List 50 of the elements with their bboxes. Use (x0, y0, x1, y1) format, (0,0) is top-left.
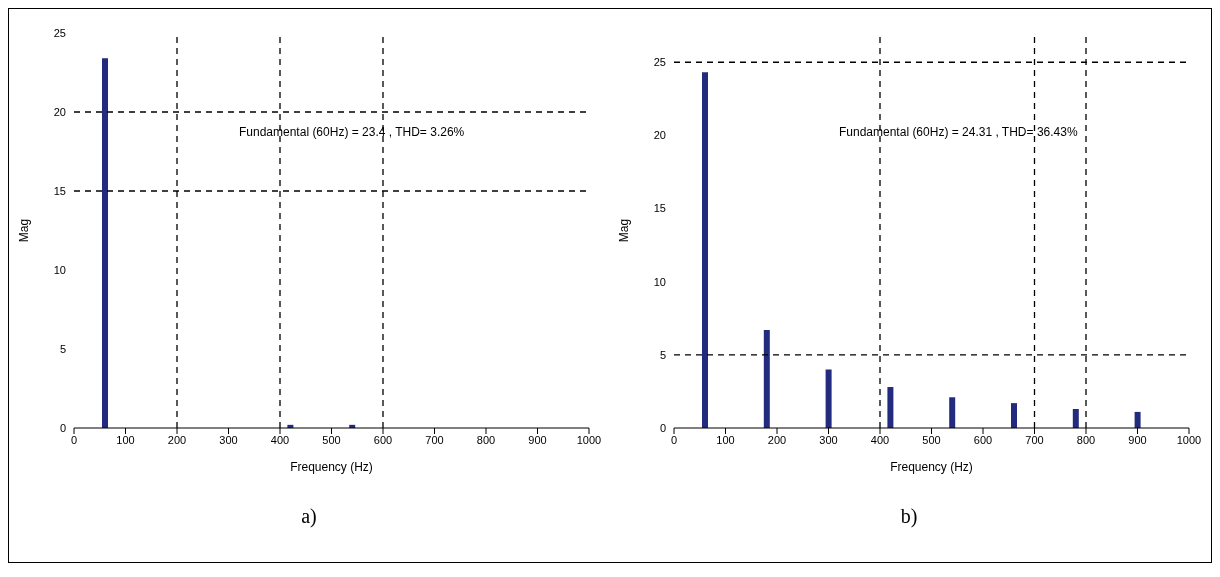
x-tick-label: 400 (270, 433, 290, 446)
x-tick-label: 900 (1128, 433, 1147, 446)
bar (1072, 408, 1079, 428)
y-tick-label: 5 (659, 348, 666, 361)
y-tick-label: 25 (53, 26, 66, 39)
y-tick-label: 10 (53, 263, 66, 276)
x-axis-title: Frequency (Hz) (290, 460, 373, 474)
x-tick-label: 400 (870, 433, 890, 446)
x-tick-label: 0 (70, 433, 78, 446)
y-tick-label: 25 (653, 56, 666, 69)
bar (763, 329, 770, 428)
text: a) (300, 505, 318, 528)
y-tick-label: 0 (59, 421, 66, 434)
bar (1011, 403, 1017, 428)
x-tick-label: 100 (116, 433, 135, 446)
bar (887, 387, 894, 428)
x-tick-label: 900 (528, 433, 547, 446)
bar (702, 72, 708, 428)
x-tick-label: 1000 (1176, 433, 1202, 446)
x-tick-label: 800 (1076, 433, 1096, 446)
y-tick-label: 10 (653, 275, 666, 288)
x-tick-label: 600 (373, 433, 393, 446)
annotation: Fundamental (60Hz) = 23.4 , THD= 3.26% (239, 125, 465, 139)
x-tick-label: 800 (476, 433, 496, 446)
y-axis-title: Mag (17, 218, 32, 243)
x-tick-label: 500 (922, 433, 941, 446)
x-tick-label: 200 (767, 433, 787, 446)
bar (1134, 411, 1141, 428)
x-tick-label: 1000 (576, 433, 602, 446)
x-tick-label: 200 (167, 433, 187, 446)
x-tick-label: 0 (670, 433, 678, 446)
x-tick-label: 100 (716, 433, 735, 446)
x-tick-label: 300 (219, 433, 238, 446)
x-tick-label: 500 (322, 433, 341, 446)
y-tick-label: 15 (653, 202, 666, 215)
annotation: Fundamental (60Hz) = 24.31 , THD= 36.43% (839, 125, 1078, 139)
y-tick-label: 5 (59, 342, 66, 355)
x-tick-label: 700 (425, 433, 444, 446)
x-tick-label: 600 (973, 433, 993, 446)
y-tick-label: 20 (53, 105, 66, 118)
x-tick-label: 300 (819, 433, 838, 446)
y-axis-title: Mag (617, 218, 632, 243)
y-tick-label: 15 (53, 184, 66, 197)
y-tick-label: 0 (659, 421, 666, 434)
x-axis-title: Frequency (Hz) (890, 460, 973, 474)
x-tick-label: 700 (1025, 433, 1044, 446)
bar (949, 397, 956, 428)
bar (825, 369, 832, 428)
text: b) (899, 505, 919, 528)
y-tick-label: 20 (653, 129, 666, 142)
